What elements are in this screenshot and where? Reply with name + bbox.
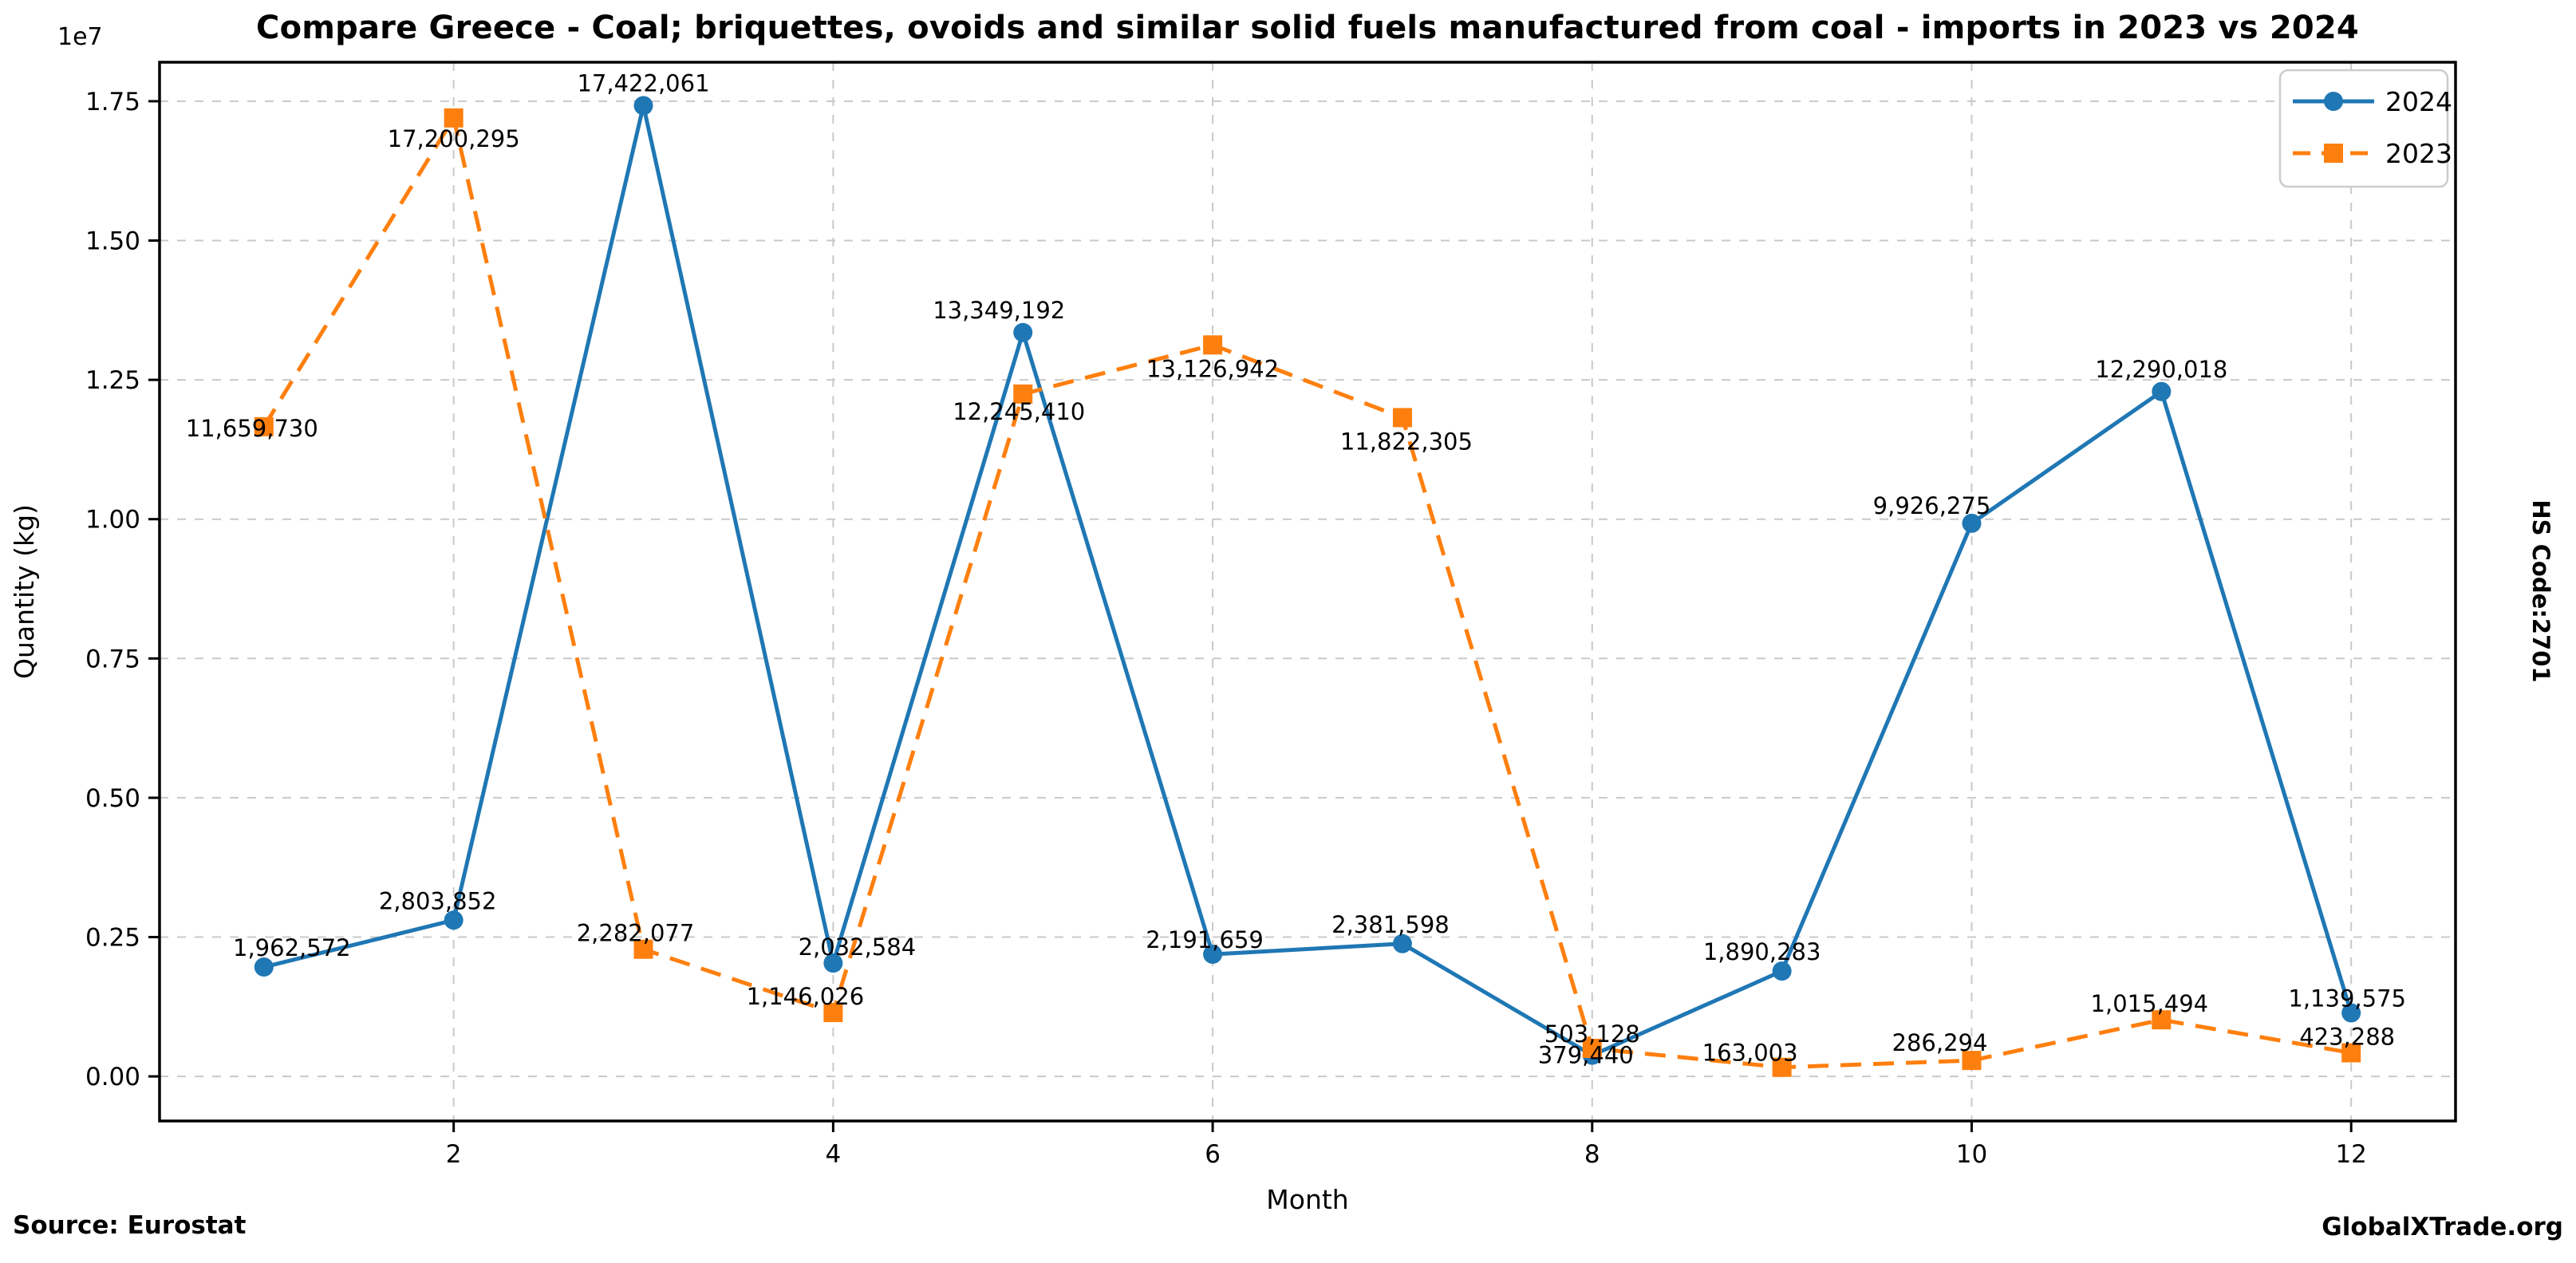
y-tick-label: 0.00	[85, 1063, 140, 1091]
data-label-2024-m10: 9,926,275	[1873, 492, 1991, 519]
marker-2024-m5	[1013, 322, 1033, 342]
marker-2023-m5	[1013, 384, 1033, 404]
marker-2023-m12	[2341, 1043, 2361, 1063]
data-label-2024-m4: 2,032,584	[799, 933, 917, 961]
y-tick-label: 1.00	[85, 506, 140, 535]
y-axis-offset-text: 1e7	[57, 23, 103, 51]
data-label-2023-m9: 163,003	[1702, 1040, 1798, 1067]
y-tick-label: 0.75	[85, 645, 140, 673]
marker-2024-m9	[1772, 961, 1792, 981]
marker-2024-m11	[2152, 381, 2172, 401]
marker-2024-m4	[823, 953, 843, 973]
data-label-2024-m9: 1,890,283	[1703, 938, 1821, 965]
legend-marker-2024	[2324, 92, 2343, 111]
marker-2023-m4	[823, 1003, 843, 1023]
x-tick-label: 8	[1584, 1140, 1600, 1169]
marker-2024-m12	[2341, 1003, 2361, 1023]
series-line-2023	[262, 116, 2352, 1070]
marker-2023-m9	[1772, 1057, 1792, 1077]
marker-2023-m3	[633, 939, 653, 959]
data-label-2024-m5: 13,349,192	[933, 297, 1065, 324]
x-tick-label: 6	[1205, 1140, 1221, 1169]
x-axis-label: Month	[1266, 1184, 1348, 1215]
data-label-2023-m11: 1,015,494	[2091, 990, 2209, 1017]
data-label-2023-m6: 13,126,942	[1146, 355, 1279, 382]
marker-2024-m7	[1392, 933, 1412, 953]
legend-marker-2023	[2324, 144, 2343, 163]
data-label-2023-m7: 11,822,305	[1340, 428, 1473, 455]
x-tick-label: 10	[1956, 1140, 1987, 1169]
y-tick-label: 1.25	[85, 366, 140, 395]
y-axis-label: Quantity (kg)	[9, 504, 40, 679]
data-label-2023-m4: 1,146,026	[747, 983, 865, 1010]
marker-2023-m7	[1392, 408, 1412, 428]
x-tick-label: 4	[826, 1140, 842, 1169]
data-label-2023-m2: 17,200,295	[388, 125, 520, 152]
x-tick-label: 12	[2335, 1140, 2366, 1169]
y-tick-label: 1.75	[85, 88, 140, 116]
marker-2024-m2	[444, 910, 464, 930]
page-title: Compare Greece - Coal; briquettes, ovoid…	[256, 10, 2359, 46]
data-label-2024-m12: 1,139,575	[2288, 985, 2406, 1012]
hs-code-label: HS Code:2701	[2527, 499, 2554, 683]
legend-label-2023: 2023	[2385, 138, 2452, 169]
marker-2023-m6	[1203, 335, 1223, 355]
y-tick-label: 0.50	[85, 784, 140, 813]
brand-note: GlobalXTrade.org	[2322, 1213, 2563, 1241]
data-label-2024-m3: 17,422,061	[577, 69, 709, 97]
data-label-2023-m5: 12,245,410	[953, 398, 1085, 425]
marker-2023-m1	[254, 416, 274, 436]
legend-label-2024: 2024	[2385, 86, 2452, 117]
data-label-2024-m11: 12,290,018	[2095, 356, 2227, 383]
marker-2024-m1	[254, 957, 274, 977]
data-label-2023-m8: 503,128	[1544, 1020, 1640, 1048]
data-label-2023-m3: 2,282,077	[577, 920, 695, 947]
data-label-2024-m2: 2,803,852	[379, 887, 497, 914]
source-note: Source: Eurostat	[13, 1211, 247, 1240]
marker-2023-m10	[1962, 1051, 1982, 1071]
marker-2023-m8	[1582, 1038, 1602, 1058]
y-tick-label: 1.50	[85, 227, 140, 255]
data-label-2023-m1: 11,659,730	[186, 415, 318, 442]
marker-2023-m2	[444, 108, 464, 128]
data-label-2023-m10: 286,294	[1892, 1029, 1988, 1056]
data-label-2024-m7: 2,381,598	[1331, 911, 1450, 938]
x-tick-label: 2	[446, 1140, 462, 1169]
data-label-2024-m8: 379,440	[1538, 1042, 1634, 1069]
plot-border	[158, 61, 2457, 1123]
marker-2024-m6	[1203, 945, 1223, 965]
marker-2023-m11	[2152, 1010, 2172, 1030]
data-label-2024-m1: 1,962,572	[233, 934, 351, 961]
data-label-2024-m6: 2,191,659	[1146, 926, 1264, 953]
series-line-2024	[263, 103, 2353, 1058]
marker-2024-m3	[633, 96, 653, 116]
y-tick-label: 0.25	[85, 924, 140, 953]
data-label-2023-m12: 423,288	[2299, 1024, 2395, 1051]
marker-2024-m10	[1962, 513, 1982, 533]
